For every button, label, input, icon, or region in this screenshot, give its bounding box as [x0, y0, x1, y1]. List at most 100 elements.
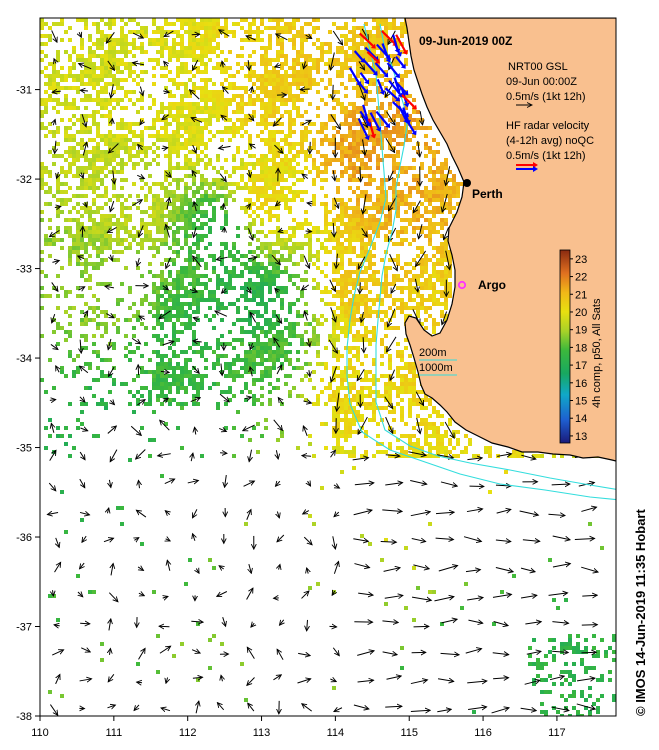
sst-pixel — [340, 34, 344, 38]
sst-pixel — [204, 30, 208, 34]
sst-pixel — [56, 306, 60, 310]
sst-pixel — [344, 346, 348, 350]
sst-pixel — [336, 306, 340, 310]
sst-pixel — [388, 354, 392, 358]
sst-pixel — [216, 178, 220, 182]
sst-pixel — [60, 366, 64, 370]
sst-pixel — [312, 66, 316, 70]
sst-pixel — [68, 218, 72, 222]
sst-pixel — [292, 102, 296, 106]
sst-pixel — [308, 102, 312, 106]
sst-pixel — [252, 354, 256, 358]
sst-pixel — [352, 130, 356, 134]
sst-pixel — [44, 390, 48, 394]
sst-pixel — [376, 34, 380, 38]
sst-pixel — [96, 142, 100, 146]
sst-pixel — [432, 246, 436, 250]
sst-pixel — [176, 338, 180, 342]
sst-pixel — [96, 354, 100, 358]
sst-pixel — [372, 130, 376, 134]
sst-pixel — [276, 214, 280, 218]
sst-pixel — [456, 182, 460, 186]
sst-pixel — [332, 374, 336, 378]
sst-pixel — [404, 450, 408, 454]
sst-pixel — [176, 146, 180, 150]
sst-pixel — [172, 222, 176, 226]
sst-pixel — [152, 378, 156, 382]
sst-pixel — [204, 274, 208, 278]
sst-pixel — [372, 34, 376, 38]
sst-pixel — [420, 446, 424, 450]
sst-pixel — [64, 102, 68, 106]
sst-pixel — [228, 50, 232, 54]
sst-pixel — [168, 270, 172, 274]
sst-pixel — [76, 418, 80, 422]
sst-pixel — [244, 118, 248, 122]
sst-pixel — [272, 350, 276, 354]
sst-pixel — [228, 86, 232, 90]
sst-pixel — [120, 194, 124, 198]
sst-pixel — [204, 314, 208, 318]
sst-pixel — [448, 282, 452, 286]
sst-pixel — [252, 290, 256, 294]
sst-pixel — [84, 94, 88, 98]
sst-pixel — [188, 266, 192, 270]
sst-pixel — [400, 30, 404, 34]
sst-pixel — [132, 394, 136, 398]
sst-pixel — [164, 306, 168, 310]
sst-pixel — [184, 190, 188, 194]
sst-pixel — [88, 226, 92, 230]
sst-pixel — [420, 226, 424, 230]
sst-pixel — [268, 142, 272, 146]
sst-pixel — [380, 54, 384, 58]
sst-pixel — [172, 374, 176, 378]
sst-pixel — [412, 278, 416, 282]
sst-pixel — [212, 166, 216, 170]
sst-pixel — [60, 86, 64, 90]
sst-pixel — [184, 94, 188, 98]
sst-pixel — [300, 82, 304, 86]
sst-pixel — [208, 318, 212, 322]
sst-pixel — [292, 130, 296, 134]
sst-pixel — [360, 30, 364, 34]
sst-pixel — [188, 558, 192, 562]
sst-pixel — [112, 194, 116, 198]
sst-pixel — [188, 118, 192, 122]
sst-pixel — [400, 366, 404, 370]
sst-pixel — [168, 182, 172, 186]
sst-pixel — [368, 174, 372, 178]
sst-pixel — [168, 142, 172, 146]
sst-pixel — [336, 430, 340, 434]
sst-pixel — [416, 450, 420, 454]
sst-pixel — [216, 278, 220, 282]
sst-pixel — [400, 350, 404, 354]
sst-pixel — [136, 206, 140, 210]
sst-pixel — [476, 454, 480, 458]
sst-pixel — [100, 158, 104, 162]
sst-pixel — [124, 354, 128, 358]
sst-pixel — [412, 174, 416, 178]
sst-pixel — [80, 54, 84, 58]
sst-pixel — [284, 22, 288, 26]
sst-pixel — [104, 86, 108, 90]
sst-pixel — [152, 590, 156, 594]
sst-pixel — [176, 154, 180, 158]
sst-pixel — [372, 42, 376, 46]
sst-pixel — [328, 382, 332, 386]
sst-pixel — [376, 134, 380, 138]
sst-pixel — [324, 62, 328, 66]
sst-pixel — [264, 46, 268, 50]
sst-pixel — [152, 210, 156, 214]
sst-pixel — [44, 234, 48, 238]
sst-pixel — [200, 178, 204, 182]
sst-pixel — [356, 418, 360, 422]
sst-pixel — [208, 226, 212, 230]
sst-pixel — [388, 442, 392, 446]
sst-pixel — [216, 130, 220, 134]
sst-pixel — [176, 290, 180, 294]
sst-pixel — [348, 78, 352, 82]
sst-pixel — [452, 206, 456, 210]
sst-pixel — [428, 222, 432, 226]
sst-pixel — [240, 434, 244, 438]
sst-pixel — [232, 22, 236, 26]
